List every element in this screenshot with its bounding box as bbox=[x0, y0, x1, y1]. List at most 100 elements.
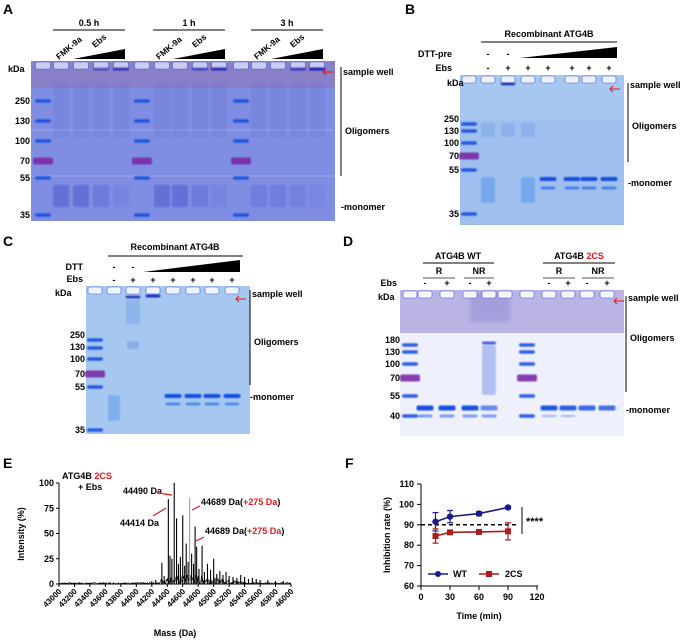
monomer-band-lower bbox=[165, 402, 181, 406]
annotation-pointer bbox=[152, 507, 167, 517]
ebs-value: + bbox=[606, 63, 611, 73]
oligomer-smear bbox=[192, 82, 208, 138]
red-arrow-head-icon bbox=[235, 295, 240, 303]
annotation-pointer bbox=[191, 505, 201, 511]
sample-well bbox=[541, 290, 557, 299]
marker-size-label: 100 bbox=[385, 359, 400, 369]
ebs-value: + bbox=[130, 275, 135, 285]
sample-well bbox=[251, 61, 267, 70]
monomer-band-lower bbox=[224, 402, 240, 406]
fmk-9a-label: FMK-9a bbox=[54, 34, 84, 62]
y-tick-label: 80 bbox=[404, 540, 414, 550]
panel-label-F: F bbox=[345, 455, 354, 471]
marker-size-label: 55 bbox=[449, 165, 459, 175]
sample-well bbox=[417, 290, 433, 299]
ladder-band bbox=[461, 122, 477, 126]
oligomers-label: Oligomers bbox=[254, 337, 299, 347]
monomer-smear bbox=[192, 185, 208, 207]
oligomer-smear bbox=[270, 82, 286, 138]
sample-well bbox=[185, 286, 201, 295]
sample-well bbox=[520, 75, 536, 84]
panel-label-C: C bbox=[3, 233, 13, 249]
x-tick-label: 90 bbox=[503, 592, 513, 602]
sample-well bbox=[579, 290, 595, 299]
ladder-band bbox=[461, 212, 477, 216]
monomer-band bbox=[598, 405, 616, 411]
non-reducing-label: NR bbox=[592, 266, 605, 276]
monomer-band-lower bbox=[417, 414, 433, 418]
ladder-band bbox=[134, 213, 150, 217]
marker-size-label: 35 bbox=[449, 209, 459, 219]
marker-size-label: 130 bbox=[70, 342, 85, 352]
oligomers-label: Oligomers bbox=[632, 121, 677, 131]
sample-well bbox=[87, 286, 103, 295]
legend-label-2CS: 2CS bbox=[505, 569, 523, 579]
ladder-band bbox=[132, 157, 152, 165]
ladder-band bbox=[35, 139, 51, 143]
monomer-band-lower bbox=[581, 186, 597, 190]
y-tick-label: 70 bbox=[404, 561, 414, 571]
sample-well bbox=[270, 61, 286, 70]
dtt-pre-label: DTT-pre bbox=[418, 49, 452, 59]
monomer-band-lower bbox=[481, 414, 497, 418]
oligomer-smear bbox=[309, 82, 325, 138]
monomer-smear bbox=[113, 185, 129, 207]
monomer-band-lower bbox=[540, 186, 556, 190]
ladder-band bbox=[519, 350, 535, 354]
annotation-shift: +275 Da bbox=[243, 497, 278, 507]
sample-well bbox=[581, 75, 597, 84]
concentration-wedge bbox=[73, 49, 125, 59]
monomer-band bbox=[416, 405, 434, 411]
well-retained-band bbox=[192, 67, 208, 71]
oligomer-smear bbox=[251, 82, 267, 138]
ladder-band bbox=[519, 343, 535, 347]
y-tick-label: 100 bbox=[39, 478, 54, 488]
ebs-value: - bbox=[487, 63, 490, 73]
x-tick-label: 0 bbox=[418, 592, 423, 602]
spectrum-sample-label: ATG4B 2CS bbox=[62, 471, 112, 481]
ebs-value: + bbox=[569, 63, 574, 73]
ladder-band bbox=[85, 370, 105, 378]
smear bbox=[126, 299, 140, 325]
data-point-WT bbox=[446, 513, 454, 520]
sample-well-label: sample well bbox=[630, 80, 681, 90]
well-retained-band bbox=[125, 295, 141, 299]
oligomer-band bbox=[127, 341, 139, 349]
y-tick-label: 90 bbox=[404, 520, 414, 530]
ebs-label: Ebs bbox=[435, 63, 452, 73]
red-arrow-head-icon bbox=[322, 68, 327, 76]
concentration-wedge bbox=[143, 260, 240, 272]
sample-well bbox=[462, 290, 478, 299]
y-axis-title: Inhibition rate (%) bbox=[382, 497, 392, 573]
ebs-value: - bbox=[469, 278, 472, 288]
oligomer-band bbox=[482, 341, 496, 345]
treatment-label: + Ebs bbox=[78, 482, 102, 492]
y-tick-label: 0 bbox=[49, 579, 54, 589]
monomer-band-lower bbox=[462, 414, 478, 418]
dtt-label: DTT bbox=[66, 262, 84, 272]
timepoint-label: 3 h bbox=[280, 18, 293, 28]
sample-well bbox=[204, 286, 220, 295]
ladder-band bbox=[231, 157, 251, 165]
monomer-smear bbox=[93, 185, 109, 207]
annotation-shift: +275 Da bbox=[247, 526, 282, 536]
sample-well bbox=[500, 75, 516, 84]
sample-well bbox=[134, 61, 150, 70]
sample-well bbox=[461, 75, 477, 84]
ebs-value: + bbox=[209, 275, 214, 285]
peak-annotation: 44689 Da(+275 Da) bbox=[205, 526, 284, 536]
oligomer-smear bbox=[154, 82, 170, 138]
monomer-smear bbox=[251, 185, 267, 207]
ladder-band bbox=[35, 99, 51, 103]
annotation-close: ) bbox=[281, 526, 284, 536]
ebs-value: + bbox=[170, 275, 175, 285]
marker-size-label: 250 bbox=[70, 330, 85, 340]
legend-marker-square-icon bbox=[486, 571, 492, 577]
peak-annotation: 44689 Da(+275 Da) bbox=[201, 497, 280, 507]
oligomer-band bbox=[481, 123, 495, 137]
monomer-band-lower bbox=[541, 415, 557, 417]
concentration-wedge bbox=[520, 47, 617, 58]
well-retained-band bbox=[309, 67, 325, 71]
x-tick-label: 120 bbox=[529, 592, 544, 602]
gel-title: Recombinant ATG4B bbox=[504, 29, 594, 39]
